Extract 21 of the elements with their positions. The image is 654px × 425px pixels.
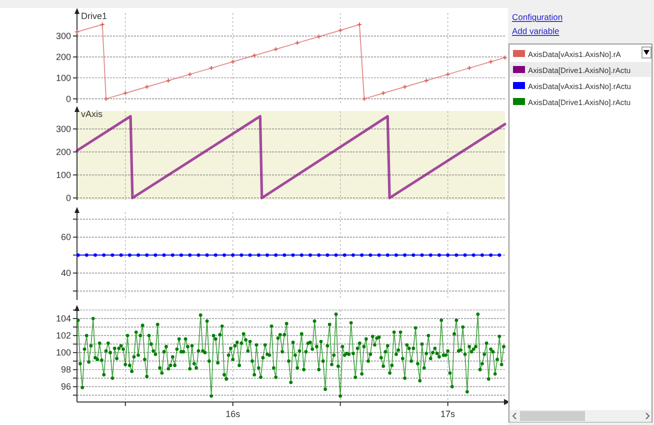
y-tick-label: 300 xyxy=(56,124,71,134)
y-tick-label: 100 xyxy=(56,170,71,180)
y-tick-label: 200 xyxy=(56,52,71,62)
y-tick-label: 104 xyxy=(56,314,71,324)
text: Configuration xyxy=(512,12,563,22)
chart-title: vAxis xyxy=(81,109,103,119)
y-tick-label: 100 xyxy=(56,348,71,358)
y-tick-label: 200 xyxy=(56,146,71,157)
y-tick-label: 100 xyxy=(56,72,71,83)
y-tick-label: 102 xyxy=(56,330,71,341)
y-tick-label: 300 xyxy=(56,31,71,42)
chart-title: Drive1 xyxy=(81,11,108,21)
y-tick-label: 60 xyxy=(60,232,71,242)
y-tick-label: 40 xyxy=(60,268,71,278)
y-tick-label: 0 xyxy=(66,192,71,203)
x-tick-label: 16s xyxy=(226,409,241,419)
x-tick-label: 17s xyxy=(440,409,456,419)
y-tick-label: 96 xyxy=(60,382,71,392)
text: Add variable xyxy=(512,26,560,36)
y-tick-label: 0 xyxy=(66,94,71,104)
y-tick-label: 98 xyxy=(60,364,71,375)
